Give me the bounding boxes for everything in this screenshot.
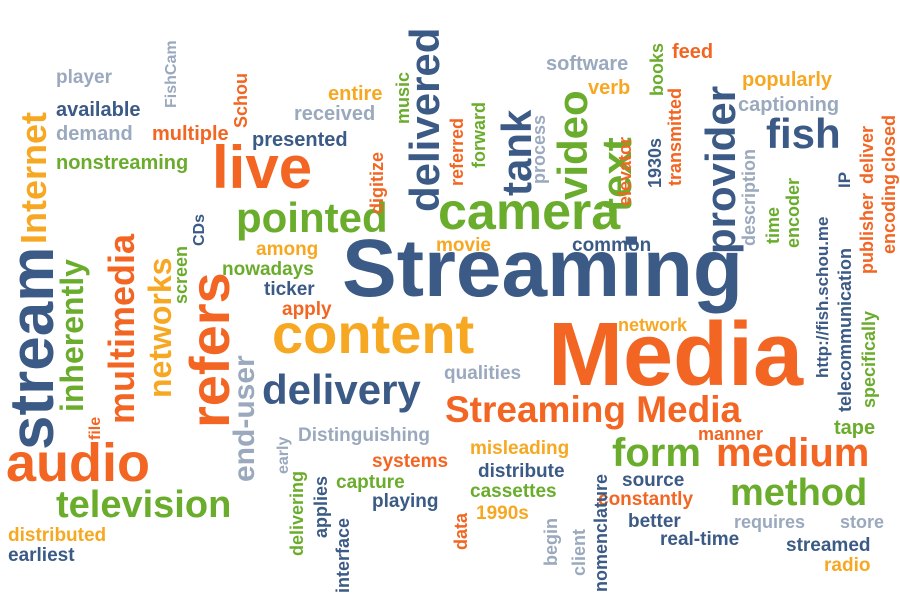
word-capture: capture [336,473,405,492]
word-popularly: popularly [742,70,832,90]
word-multiple: multiple [152,124,229,144]
word-cds: CDs [192,214,208,246]
word-feed: feed [672,42,713,62]
word-schou: Schou [232,73,250,128]
word-real-time: real-time [660,530,739,549]
word-client: client [570,529,588,576]
word-screen: screen [172,246,190,304]
word-verb: verb [588,78,630,98]
word-closed: closed [880,115,898,172]
word-streamed: streamed [786,536,871,555]
word-nomenclature: nomenclature [592,474,610,592]
word-provider: provider [700,86,742,254]
word-telecommunication: telecommunication [836,248,854,412]
word-distribute: distribute [478,462,565,481]
word-fish: fish [766,113,841,155]
word-misleading: misleading [470,439,569,458]
word-software: software [546,54,628,74]
word-earliest: earliest [8,546,75,565]
word-time: time [764,207,782,244]
word-method: method [730,474,867,512]
word-1990s: 1990s [476,504,529,523]
word-network: network [618,316,687,334]
word-systems: systems [372,452,448,471]
word-process: process [530,115,548,184]
word-apply: apply [282,300,332,319]
word-transmitted: transmitted [666,88,684,186]
word-entire: entire [328,84,382,104]
word-form: form [612,433,701,473]
word-1930s: 1930s [646,138,664,188]
word-begin: begin [542,518,560,566]
word-presented: presented [252,130,348,150]
word-elevator: elevator [616,137,634,206]
word-fishcam: FishCam [164,40,180,108]
word-pointed: pointed [236,197,388,239]
word-demand: demand [56,124,133,144]
word-nowadays: nowadays [222,260,314,279]
word-forward: forward [470,102,488,168]
word-television: television [56,486,231,524]
word-referred: referred [448,118,466,186]
word-playing: playing [372,492,439,511]
word-streaming-media: Streaming Media [445,391,741,428]
word-deliver: deliver [858,126,876,184]
word-encoder: encoder [784,178,802,248]
word-description: description [740,149,758,246]
word-delivery: delivery [262,369,421,411]
word-ip: IP [836,172,853,188]
word-constantly: constantly [598,490,693,509]
word-distributed: distributed [8,526,106,545]
word-source: source [622,471,684,490]
word-video: video [552,90,594,200]
word-specifically: specifically [860,311,878,408]
word-manner: manner [698,425,763,443]
word-file: file [88,417,104,440]
word-tape: tape [834,418,875,438]
word-inherently: inherently [56,259,88,412]
word-captioning: captioning [738,95,839,115]
word-available: available [56,100,141,120]
word-digitize: digitize [368,152,386,214]
word-books: books [648,43,666,96]
word-distinguishing: Distinguishing [298,426,430,445]
word-interface: interface [334,518,352,593]
word-store: store [840,513,884,531]
word-encoding: encoding [880,174,898,254]
word-url: http://fish.schou.me [814,217,831,379]
word-end-user: end-user [230,355,260,482]
word-nonstreaming: nonstreaming [56,153,188,173]
word-ticker: ticker [264,280,315,299]
word-among: among [256,240,318,259]
word-early: early [276,437,292,474]
word-publisher: publisher [858,193,876,274]
word-radio: radio [824,556,870,575]
word-cassettes: cassettes [470,482,557,501]
word-movie: movie [436,236,491,255]
word-player: player [56,68,112,87]
word-internet: Internet [16,112,52,244]
word-applies: applies [312,476,330,538]
word-common: common [572,236,651,255]
word-data: data [452,513,470,550]
word-music: music [394,72,412,124]
word-delivering: delivering [288,471,306,556]
word-received: received [294,104,375,124]
word-requires: requires [734,513,805,531]
word-qualities: qualities [444,364,521,383]
word-multimedia: multimedia [104,234,140,424]
